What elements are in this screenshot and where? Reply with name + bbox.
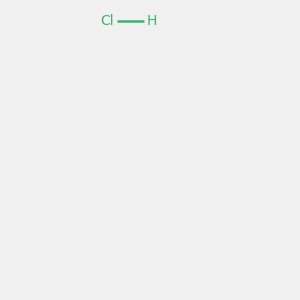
Text: Cl: Cl (100, 14, 114, 28)
Text: H: H (147, 14, 158, 28)
